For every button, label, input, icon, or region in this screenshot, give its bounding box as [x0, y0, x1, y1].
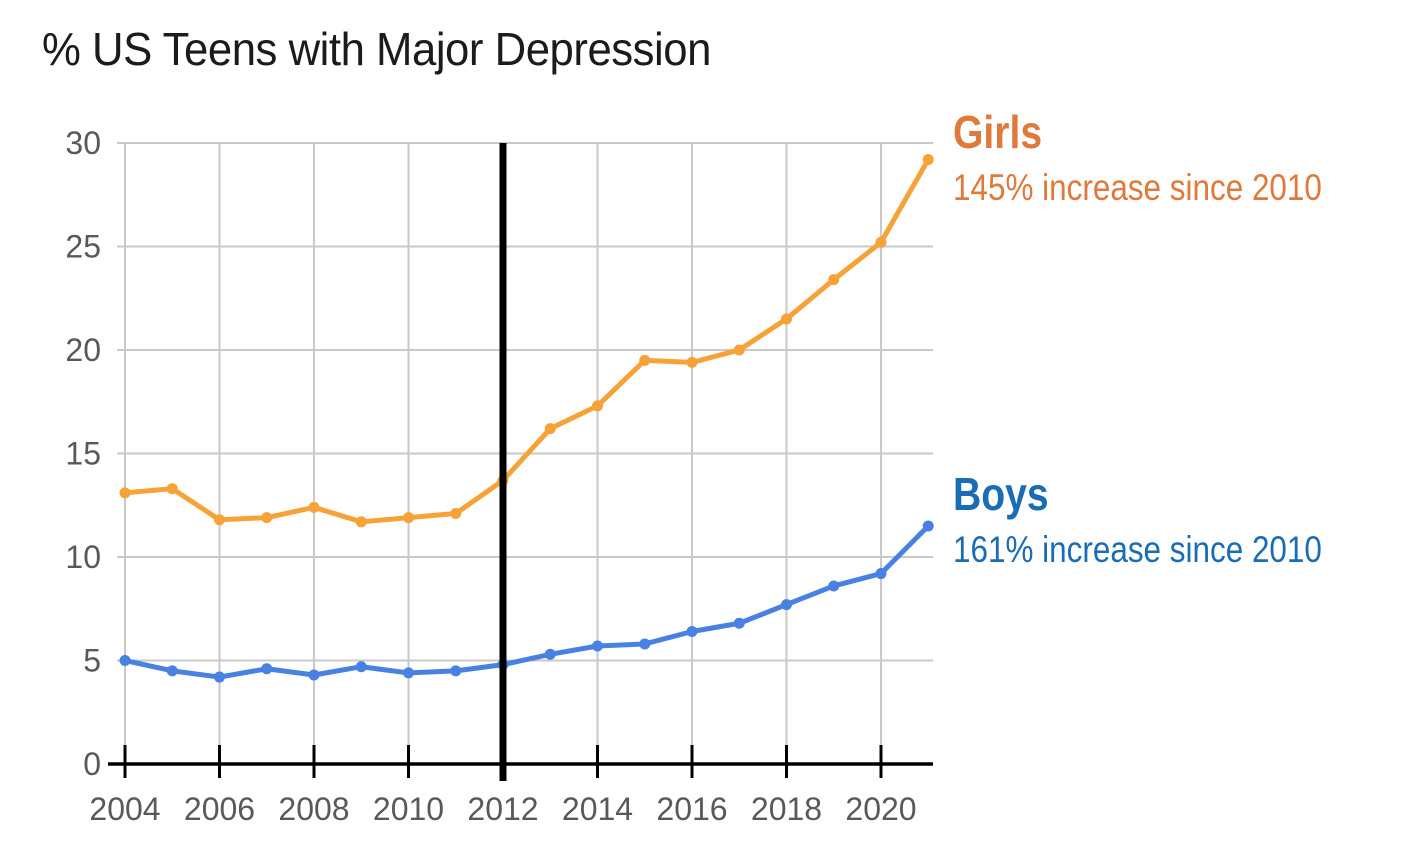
girls-point [875, 236, 887, 248]
girls-point [355, 516, 367, 528]
boys-point [639, 638, 651, 650]
girls-line [122, 157, 931, 525]
girls-point [733, 344, 745, 356]
boys-point [875, 568, 887, 580]
legend-girls-label: Girls [953, 106, 1043, 158]
x-tick-label: 2012 [467, 791, 538, 827]
boys-point [261, 663, 273, 675]
y-tick-label: 15 [65, 436, 101, 472]
y-tick-label: 30 [65, 125, 101, 161]
girls-point [119, 487, 131, 499]
page-title: % US Teens with Major Depression [42, 23, 711, 75]
boys-point [733, 617, 745, 629]
x-tick-label: 2008 [278, 791, 349, 827]
girls-point [828, 274, 840, 286]
boys-point [828, 580, 840, 592]
x-tick-label: 2010 [373, 791, 444, 827]
boys-point [403, 667, 414, 679]
girls-point [214, 514, 225, 526]
girls-point [166, 483, 178, 495]
legend-girls-subtitle: 145% increase since 2010 [953, 166, 1322, 208]
boys-point [450, 665, 462, 677]
legend-boys-subtitle: 161% increase since 2010 [953, 528, 1322, 570]
girls-point [592, 400, 603, 412]
y-tick-label: 5 [83, 643, 101, 679]
legend-girls: Girls 145% increase since 2010 [953, 107, 1387, 208]
boys-point [922, 520, 934, 532]
x-tick-label: 2016 [656, 791, 727, 827]
boys-point [686, 626, 698, 638]
girls-point [639, 354, 651, 366]
girls-point [261, 512, 273, 524]
boys-point [308, 669, 320, 681]
girls-point [781, 313, 792, 325]
girls-point [450, 508, 462, 520]
boys-line [122, 523, 931, 680]
y-tick-label: 25 [65, 229, 101, 265]
boys-point [166, 665, 178, 677]
boys-point [781, 599, 792, 611]
y-tick-label: 10 [65, 539, 101, 575]
boys-point [119, 655, 131, 666]
boys-point [214, 671, 225, 683]
x-tick-label: 2020 [845, 791, 916, 827]
boys-point [355, 661, 367, 673]
y-tick-label: 0 [83, 746, 101, 782]
boys-point [592, 640, 603, 652]
girls-point [686, 356, 698, 368]
legend-boys: Boys 161% increase since 2010 [953, 469, 1387, 570]
x-tick-label: 2014 [562, 791, 633, 827]
x-tick-label: 2004 [89, 791, 160, 827]
legend-boys-label: Boys [953, 468, 1049, 520]
x-tick-label: 2018 [751, 791, 822, 827]
girls-point [544, 423, 556, 435]
girls-point [308, 501, 320, 513]
boys-point [544, 648, 556, 660]
girls-point [922, 154, 934, 166]
y-tick-label: 20 [65, 332, 101, 368]
x-tick-label: 2006 [184, 791, 255, 827]
girls-point [403, 512, 414, 524]
